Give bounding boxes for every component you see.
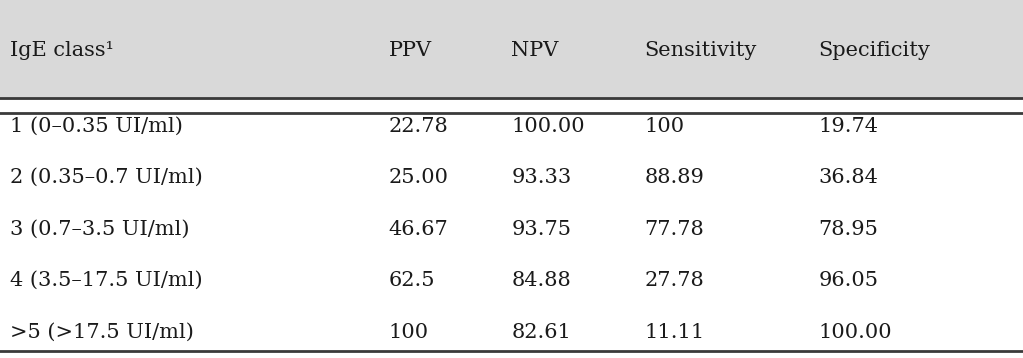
Text: 84.88: 84.88 <box>512 271 571 290</box>
Text: 96.05: 96.05 <box>818 271 879 290</box>
Text: 100.00: 100.00 <box>818 323 892 342</box>
Text: Sensitivity: Sensitivity <box>644 40 757 60</box>
Text: 4 (3.5–17.5 UI/ml): 4 (3.5–17.5 UI/ml) <box>10 271 203 290</box>
Text: 22.78: 22.78 <box>389 116 448 136</box>
Text: 100: 100 <box>389 323 429 342</box>
Text: 3 (0.7–3.5 UI/ml): 3 (0.7–3.5 UI/ml) <box>10 219 189 239</box>
Text: IgE class¹: IgE class¹ <box>10 40 115 60</box>
Text: 11.11: 11.11 <box>644 323 705 342</box>
Text: 100.00: 100.00 <box>512 116 585 136</box>
Text: 77.78: 77.78 <box>644 219 704 239</box>
Text: 62.5: 62.5 <box>389 271 435 290</box>
Text: PPV: PPV <box>389 40 432 60</box>
Text: 25.00: 25.00 <box>389 168 449 187</box>
Text: 46.67: 46.67 <box>389 219 448 239</box>
Text: 82.61: 82.61 <box>512 323 572 342</box>
Bar <box>0 100 1023 358</box>
Text: 100: 100 <box>644 116 684 136</box>
Text: 36.84: 36.84 <box>818 168 879 187</box>
Text: 2 (0.35–0.7 UI/ml): 2 (0.35–0.7 UI/ml) <box>10 168 203 187</box>
Text: 93.75: 93.75 <box>512 219 572 239</box>
Text: 27.78: 27.78 <box>644 271 704 290</box>
Bar <box>0 0 1023 100</box>
Text: NPV: NPV <box>512 40 559 60</box>
Text: >5 (>17.5 UI/ml): >5 (>17.5 UI/ml) <box>10 323 194 342</box>
Text: 93.33: 93.33 <box>512 168 572 187</box>
Text: 78.95: 78.95 <box>818 219 879 239</box>
Text: Specificity: Specificity <box>818 40 930 60</box>
Text: 88.89: 88.89 <box>644 168 705 187</box>
Text: 19.74: 19.74 <box>818 116 879 136</box>
Text: 1 (0–0.35 UI/ml): 1 (0–0.35 UI/ml) <box>10 116 183 136</box>
